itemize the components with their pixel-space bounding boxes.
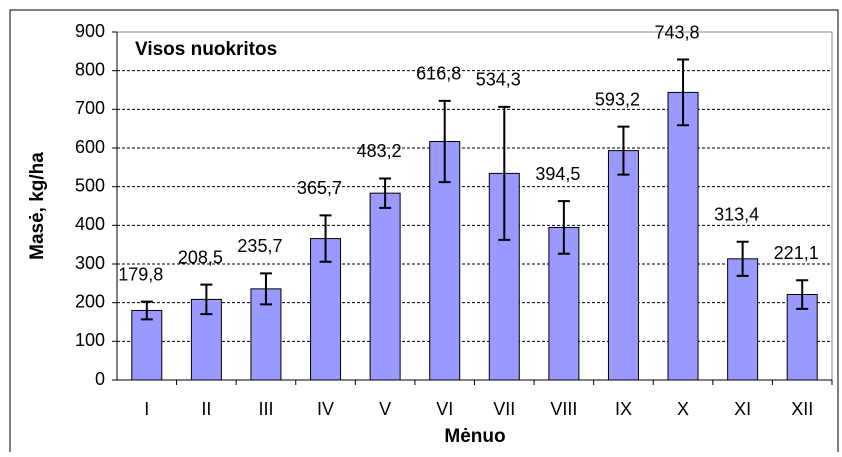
- bar: [369, 192, 401, 381]
- error-bar: [259, 272, 272, 306]
- x-tick-label: X: [677, 399, 689, 419]
- y-axis-label: Masė, kg/ha: [27, 152, 48, 260]
- frame: [9, 9, 839, 457]
- value-label: 365,7: [297, 178, 342, 198]
- chart-title: Visos nuokritos: [135, 39, 277, 60]
- bar: [131, 309, 163, 381]
- x-tick-label: I: [144, 399, 149, 419]
- value-label: 179,8: [118, 264, 163, 284]
- error-bar: [319, 214, 332, 263]
- error-bar: [677, 58, 690, 127]
- value-label: 593,2: [595, 89, 640, 109]
- bar: [667, 91, 699, 381]
- x-axis-label: Mėnuo: [444, 426, 505, 447]
- error-bar: [140, 300, 153, 321]
- error-bar: [379, 177, 392, 209]
- y-tick-label: 100: [75, 330, 105, 350]
- x-tick-label: III: [258, 399, 273, 419]
- value-label: 616,8: [416, 64, 461, 84]
- y-tick-label: 200: [75, 291, 105, 311]
- error-bar: [796, 279, 809, 310]
- value-label: 394,5: [535, 164, 580, 184]
- x-tick-label: XII: [791, 399, 813, 419]
- bar: [429, 141, 461, 381]
- y-tick-label: 700: [75, 98, 105, 118]
- error-bar: [736, 240, 749, 277]
- y-tick-label: 900: [75, 21, 105, 41]
- y-tick-label: 400: [75, 214, 105, 234]
- error-bar: [617, 125, 630, 176]
- value-label: 313,4: [714, 205, 759, 225]
- x-tick-label: XI: [734, 399, 751, 419]
- x-tick-label: V: [379, 399, 391, 419]
- value-label: 208,5: [178, 247, 223, 267]
- x-tick-label: VIII: [550, 399, 577, 419]
- value-label: 221,1: [774, 243, 819, 263]
- error-bar: [557, 200, 570, 255]
- value-label: 483,2: [357, 141, 402, 161]
- bar: [607, 150, 639, 381]
- x-tick-label: II: [201, 399, 211, 419]
- error-bar: [438, 99, 451, 184]
- x-tick-label: IX: [615, 399, 632, 419]
- y-tick-label: 300: [75, 253, 105, 273]
- x-tick-label: VII: [493, 399, 515, 419]
- value-label: 534,3: [476, 70, 521, 90]
- value-label: 235,7: [237, 236, 282, 256]
- value-label: 743,8: [655, 22, 700, 42]
- error-bar: [498, 105, 511, 241]
- x-tick-label: VI: [436, 399, 453, 419]
- y-tick-label: 800: [75, 59, 105, 79]
- error-bar: [200, 283, 213, 316]
- y-tick-label: 0: [95, 369, 105, 389]
- x-tick-label: IV: [317, 399, 334, 419]
- y-tick-label: 500: [75, 175, 105, 195]
- y-tick-label: 600: [75, 137, 105, 157]
- bar: [727, 258, 759, 381]
